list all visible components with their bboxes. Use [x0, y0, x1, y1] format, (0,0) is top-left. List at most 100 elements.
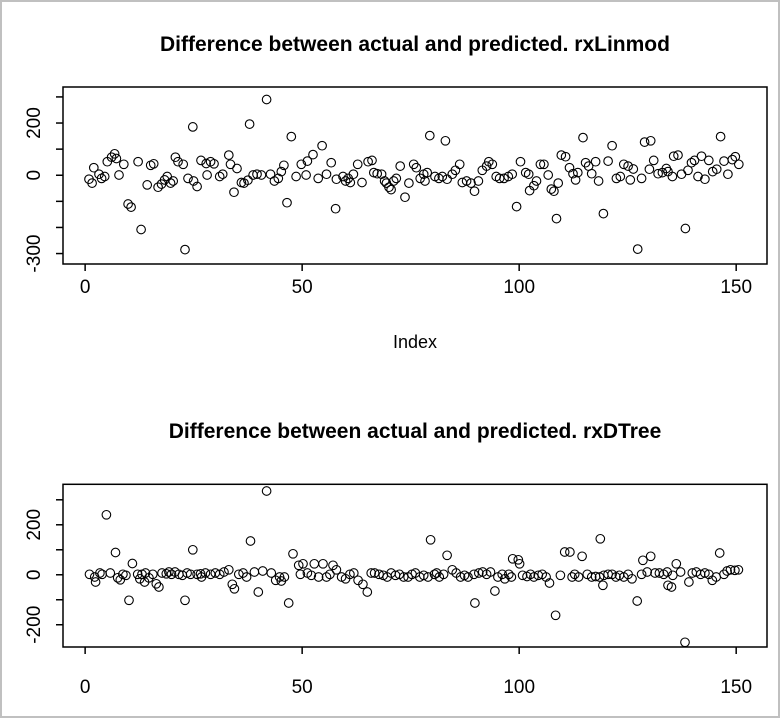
data-point	[667, 171, 678, 182]
data-point	[580, 157, 591, 168]
data-point	[673, 150, 683, 160]
data-point	[187, 544, 198, 555]
data-point	[437, 171, 448, 182]
data-point	[714, 548, 725, 558]
data-point	[105, 568, 116, 578]
data-point	[607, 140, 617, 151]
data-point	[404, 178, 414, 188]
chart2-title: Difference between actual and predicted.…	[168, 420, 662, 443]
data-point	[556, 150, 567, 160]
data-point	[666, 582, 677, 592]
data-point	[363, 156, 373, 167]
data-point	[559, 547, 570, 557]
data-point	[470, 598, 480, 608]
y-axis-tick-label: -200	[24, 606, 45, 644]
data-point	[90, 577, 101, 587]
data-point	[232, 163, 242, 174]
data-point	[473, 176, 484, 186]
data-point	[296, 159, 307, 170]
data-point	[391, 173, 402, 184]
data-point	[577, 551, 587, 562]
data-point	[668, 151, 679, 162]
data-point	[586, 168, 597, 179]
data-point	[598, 208, 609, 219]
data-point	[330, 203, 341, 214]
x-axis-tick-label: 150	[720, 677, 752, 698]
data-point	[219, 567, 229, 577]
data-point	[96, 173, 107, 184]
data-point	[623, 161, 633, 171]
data-point	[644, 164, 655, 175]
data-point	[154, 582, 164, 592]
y-axis-tick-label: 0	[24, 170, 45, 181]
data-point	[345, 569, 355, 580]
data-point	[719, 569, 729, 580]
data-point	[723, 169, 733, 180]
data-point	[529, 180, 539, 191]
data-point	[279, 572, 290, 582]
x-axis-tick-label: 0	[80, 277, 91, 298]
data-point	[173, 156, 183, 167]
data-point	[109, 148, 120, 159]
data-point	[111, 153, 122, 164]
data-point	[183, 173, 193, 184]
data-point	[106, 152, 117, 163]
data-point	[388, 176, 399, 186]
data-point	[348, 568, 359, 578]
data-point	[469, 186, 480, 197]
chart1-title: Difference between actual and predicted.…	[160, 33, 670, 56]
data-point	[151, 578, 162, 589]
data-point	[730, 565, 740, 576]
data-point	[132, 569, 143, 580]
data-point	[357, 177, 367, 188]
data-point	[313, 572, 324, 582]
data-point	[454, 159, 465, 170]
x-axis-tick-label: 100	[503, 677, 535, 698]
data-point	[313, 173, 324, 184]
data-point	[252, 169, 262, 180]
data-point	[136, 224, 146, 235]
data-point	[733, 564, 744, 575]
y-axis-tick-label: 0	[24, 569, 45, 580]
data-point	[372, 168, 383, 179]
data-point	[544, 578, 555, 588]
data-point	[648, 155, 659, 166]
data-point	[306, 570, 317, 581]
data-point	[473, 568, 484, 578]
data-point	[261, 486, 272, 496]
data-point	[639, 137, 650, 147]
data-point	[654, 568, 665, 578]
data-point	[553, 178, 564, 188]
data-point	[180, 595, 190, 606]
data-point	[525, 569, 536, 580]
data-point	[225, 159, 236, 170]
data-point	[481, 161, 492, 171]
data-point	[202, 170, 212, 180]
data-point	[276, 166, 287, 177]
data-point	[499, 173, 509, 184]
data-point	[331, 174, 342, 185]
data-point	[165, 178, 176, 188]
data-point	[485, 567, 496, 577]
data-point	[424, 130, 435, 141]
data-point	[466, 178, 476, 188]
data-point	[99, 171, 110, 182]
data-point	[229, 583, 240, 594]
data-point	[711, 164, 722, 175]
data-point	[369, 568, 380, 578]
data-point	[386, 184, 396, 195]
data-point	[517, 570, 528, 581]
data-point	[680, 637, 690, 648]
data-point	[148, 158, 159, 169]
data-point	[539, 159, 549, 170]
data-point	[279, 160, 289, 171]
data-point	[384, 182, 394, 193]
data-point	[627, 573, 637, 584]
data-point	[87, 178, 97, 188]
data-point	[214, 171, 225, 182]
data-point	[249, 567, 260, 577]
data-point	[110, 547, 121, 558]
data-point	[535, 159, 546, 170]
data-point	[325, 569, 335, 580]
